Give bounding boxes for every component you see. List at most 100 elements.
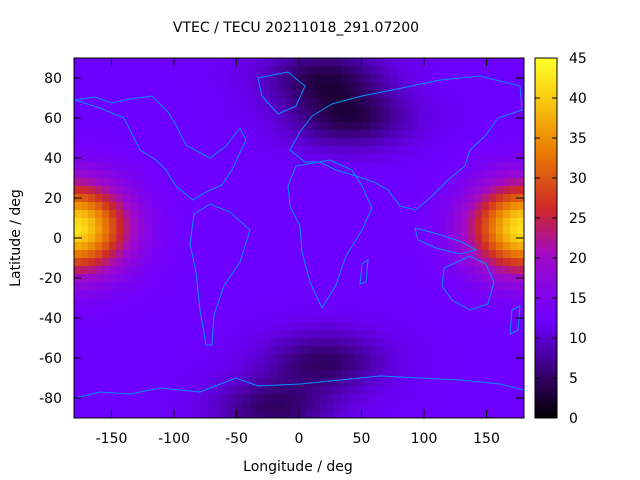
- heatmap-cell: [221, 370, 230, 379]
- heatmap-cell: [432, 234, 441, 243]
- heatmap-cell: [235, 354, 244, 363]
- heatmap-cell: [123, 266, 131, 275]
- colorbar-segment: [535, 169, 557, 173]
- heatmap-cell: [418, 338, 426, 347]
- heatmap-cell: [207, 98, 216, 107]
- heatmap-cell: [474, 338, 483, 347]
- heatmap-cell: [277, 138, 286, 147]
- heatmap-cell: [291, 106, 300, 115]
- heatmap-cell: [95, 410, 103, 418]
- heatmap-cell: [102, 154, 110, 163]
- heatmap-cell: [88, 378, 96, 387]
- heatmap-cell: [495, 322, 504, 331]
- heatmap-cell: [397, 250, 405, 259]
- heatmap-cell: [207, 362, 216, 371]
- colorbar-segment: [535, 163, 557, 167]
- colorbar-tick-label: 5: [569, 371, 578, 387]
- heatmap-cell: [95, 210, 103, 219]
- heatmap-cell: [165, 90, 173, 99]
- heatmap-cell: [102, 386, 110, 395]
- heatmap-cell: [495, 186, 504, 195]
- heatmap-cell: [228, 194, 237, 203]
- heatmap-cell: [270, 354, 279, 363]
- heatmap-cell: [418, 170, 426, 179]
- heatmap-cell: [362, 410, 370, 418]
- heatmap-cell: [327, 346, 335, 355]
- heatmap-cell: [277, 82, 286, 91]
- heatmap-cell: [348, 250, 356, 259]
- heatmap-cell: [502, 202, 511, 211]
- heatmap-cell: [467, 154, 476, 163]
- heatmap-cell: [383, 242, 391, 251]
- heatmap-cell: [453, 66, 462, 75]
- heatmap-cell: [88, 162, 96, 171]
- colorbar-segment: [535, 178, 557, 182]
- heatmap-cell: [200, 58, 208, 67]
- heatmap-cell: [172, 194, 180, 203]
- heatmap-cell: [341, 58, 349, 67]
- heatmap-cell: [249, 130, 258, 139]
- heatmap-cell: [376, 90, 384, 99]
- heatmap-cell: [481, 98, 490, 107]
- heatmap-cell: [467, 210, 476, 219]
- heatmap-cell: [502, 66, 511, 75]
- heatmap-cell: [425, 410, 433, 418]
- heatmap-cell: [306, 338, 314, 347]
- heatmap-cell: [481, 202, 490, 211]
- colorbar-segment: [535, 412, 557, 416]
- heatmap-cell: [341, 386, 349, 395]
- heatmap-cell: [123, 90, 131, 99]
- heatmap-cell: [369, 354, 377, 363]
- heatmap-cell: [306, 210, 314, 219]
- heatmap-cell: [411, 266, 419, 275]
- heatmap-cell: [320, 298, 328, 307]
- heatmap-cell: [516, 362, 524, 371]
- heatmap-cell: [467, 258, 476, 267]
- heatmap-cell: [158, 314, 166, 323]
- heatmap-cell: [144, 162, 152, 171]
- heatmap-cell: [228, 170, 237, 179]
- heatmap-cell: [263, 242, 272, 251]
- heatmap-cell: [509, 282, 518, 291]
- heatmap-cell: [165, 218, 173, 227]
- heatmap-cell: [481, 218, 490, 227]
- heatmap-cell: [383, 146, 391, 155]
- heatmap-cell: [186, 250, 194, 259]
- heatmap-cell: [102, 218, 110, 227]
- heatmap-cell: [284, 66, 293, 75]
- heatmap-cell: [200, 290, 208, 299]
- heatmap-cell: [284, 338, 293, 347]
- heatmap-cell: [404, 74, 412, 83]
- heatmap-cell: [200, 346, 208, 355]
- heatmap-cell: [425, 266, 433, 275]
- heatmap-cell: [453, 122, 462, 131]
- heatmap-cell: [200, 410, 208, 418]
- heatmap-cell: [109, 330, 117, 339]
- heatmap-cell: [432, 306, 441, 315]
- heatmap-cell: [95, 250, 103, 259]
- heatmap-cell: [439, 74, 448, 83]
- heatmap-cell: [502, 410, 511, 418]
- heatmap-cell: [376, 322, 384, 331]
- heatmap-cell: [235, 106, 244, 115]
- heatmap-cell: [179, 74, 187, 83]
- heatmap-cell: [362, 266, 370, 275]
- heatmap-cell: [418, 290, 426, 299]
- heatmap-cell: [481, 354, 490, 363]
- heatmap-cell: [383, 250, 391, 259]
- heatmap-cell: [509, 266, 518, 275]
- heatmap-cell: [390, 178, 398, 187]
- heatmap-cell: [172, 354, 180, 363]
- heatmap-cell: [256, 186, 265, 195]
- heatmap-cell: [383, 122, 391, 131]
- heatmap-cell: [425, 146, 433, 155]
- heatmap-cell: [256, 298, 265, 307]
- heatmap-cell: [263, 370, 272, 379]
- heatmap-cell: [474, 314, 483, 323]
- heatmap-cell: [165, 194, 173, 203]
- heatmap-cell: [123, 122, 131, 131]
- heatmap-cell: [495, 114, 504, 123]
- heatmap-cell: [256, 290, 265, 299]
- heatmap-cell: [488, 98, 497, 107]
- heatmap-cell: [446, 298, 455, 307]
